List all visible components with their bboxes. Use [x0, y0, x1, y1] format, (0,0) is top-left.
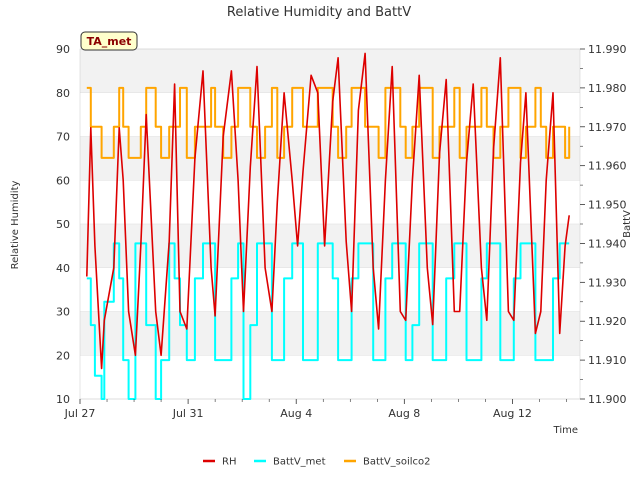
series-line-rh — [86, 52, 570, 370]
band-3 — [80, 49, 580, 93]
legend-label-rh: RH — [222, 457, 236, 468]
y2-tick-label: 11.990 — [588, 43, 627, 56]
y2-tick-label: 11.930 — [588, 276, 627, 289]
x-tick-label: Aug 8 — [388, 407, 420, 420]
y2-tick-label: 11.970 — [588, 121, 627, 134]
y2-axis-label: BattV — [622, 210, 633, 238]
x-tick-label: Aug 4 — [280, 407, 312, 420]
ta-met-badge: TA_met — [80, 31, 138, 51]
legend: RH BattV_met BattV_soilco2 — [203, 457, 431, 468]
legend-label-battv-met: BattV_met — [273, 457, 326, 468]
y2-tick-label: 11.920 — [588, 315, 627, 328]
y-tick-label: 40 — [56, 262, 70, 275]
y-tick-label: 80 — [56, 87, 70, 100]
y2-tick-label: 11.980 — [588, 82, 627, 95]
legend-label-battv-soilco2: BattV_soilco2 — [363, 457, 431, 468]
badge-box — [80, 31, 138, 51]
y-tick-label: 10 — [56, 393, 70, 406]
y2-tick-label: 11.960 — [588, 160, 627, 173]
x-axis-label: Time — [553, 425, 578, 436]
right-axis: 11.900 11.910 11.920 11.930 11.940 11.950 11.9… — [580, 43, 627, 406]
y-axis-label: Relative Humidity — [10, 181, 21, 270]
x-tick-label: Jul 31 — [172, 407, 204, 420]
y-tick-label: 50 — [56, 218, 70, 231]
y2-tick-label: 11.900 — [588, 393, 627, 406]
left-axis: 10 20 30 40 50 60 70 80 90 — [56, 43, 70, 406]
y2-tick-label: 11.940 — [588, 237, 627, 250]
y2-tick-label: 11.910 — [588, 354, 627, 367]
y-tick-label: 20 — [56, 349, 70, 362]
y-tick-label: 30 — [56, 306, 70, 319]
series-line-battv-soilco2 — [86, 86, 571, 159]
band-1 — [80, 224, 580, 268]
badge-label: TA_met — [87, 35, 132, 48]
chart-title: Relative Humidity and BattV — [227, 5, 411, 20]
y2-tick-label: 11.950 — [588, 199, 627, 212]
x-tick-label: Jul 27 — [64, 407, 96, 420]
x-axis: Jul 27 Jul 31 Aug 4 Aug 8 Aug 12 — [64, 399, 567, 420]
x-tick-label: Aug 12 — [493, 407, 532, 420]
y-tick-label: 60 — [56, 174, 70, 187]
y-tick-label: 90 — [56, 43, 70, 56]
series-layer — [86, 52, 571, 400]
y-tick-label: 70 — [56, 131, 70, 144]
